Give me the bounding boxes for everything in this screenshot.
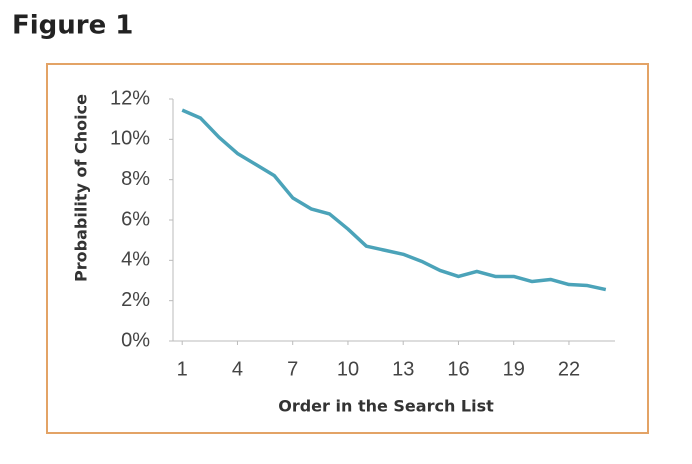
y-tick-label: 10%: [110, 128, 150, 150]
y-tick-label: 4%: [121, 249, 150, 271]
x-tick-label: 1: [177, 358, 188, 380]
x-tick-label: 22: [558, 358, 580, 380]
y-tick-label: 2%: [121, 289, 150, 311]
x-tick-label: 7: [287, 358, 298, 380]
y-tick-label: 0%: [121, 329, 150, 351]
y-axis-title: Probability of Choice: [72, 94, 91, 282]
x-tick-label: 13: [392, 358, 414, 380]
x-tick-label: 16: [447, 358, 469, 380]
y-tick-label: 12%: [110, 87, 150, 109]
y-tick-label: 6%: [121, 208, 150, 230]
frame: [46, 63, 649, 434]
figure-label: Figure 1: [12, 11, 133, 41]
x-tick-label: 19: [503, 358, 525, 380]
x-tick-label: 4: [232, 358, 243, 380]
data-line: [181, 108, 607, 292]
x-axis-title: Order in the Search List: [278, 397, 494, 416]
x-tick-label: 10: [337, 358, 359, 380]
y-tick-label: 8%: [121, 168, 150, 190]
